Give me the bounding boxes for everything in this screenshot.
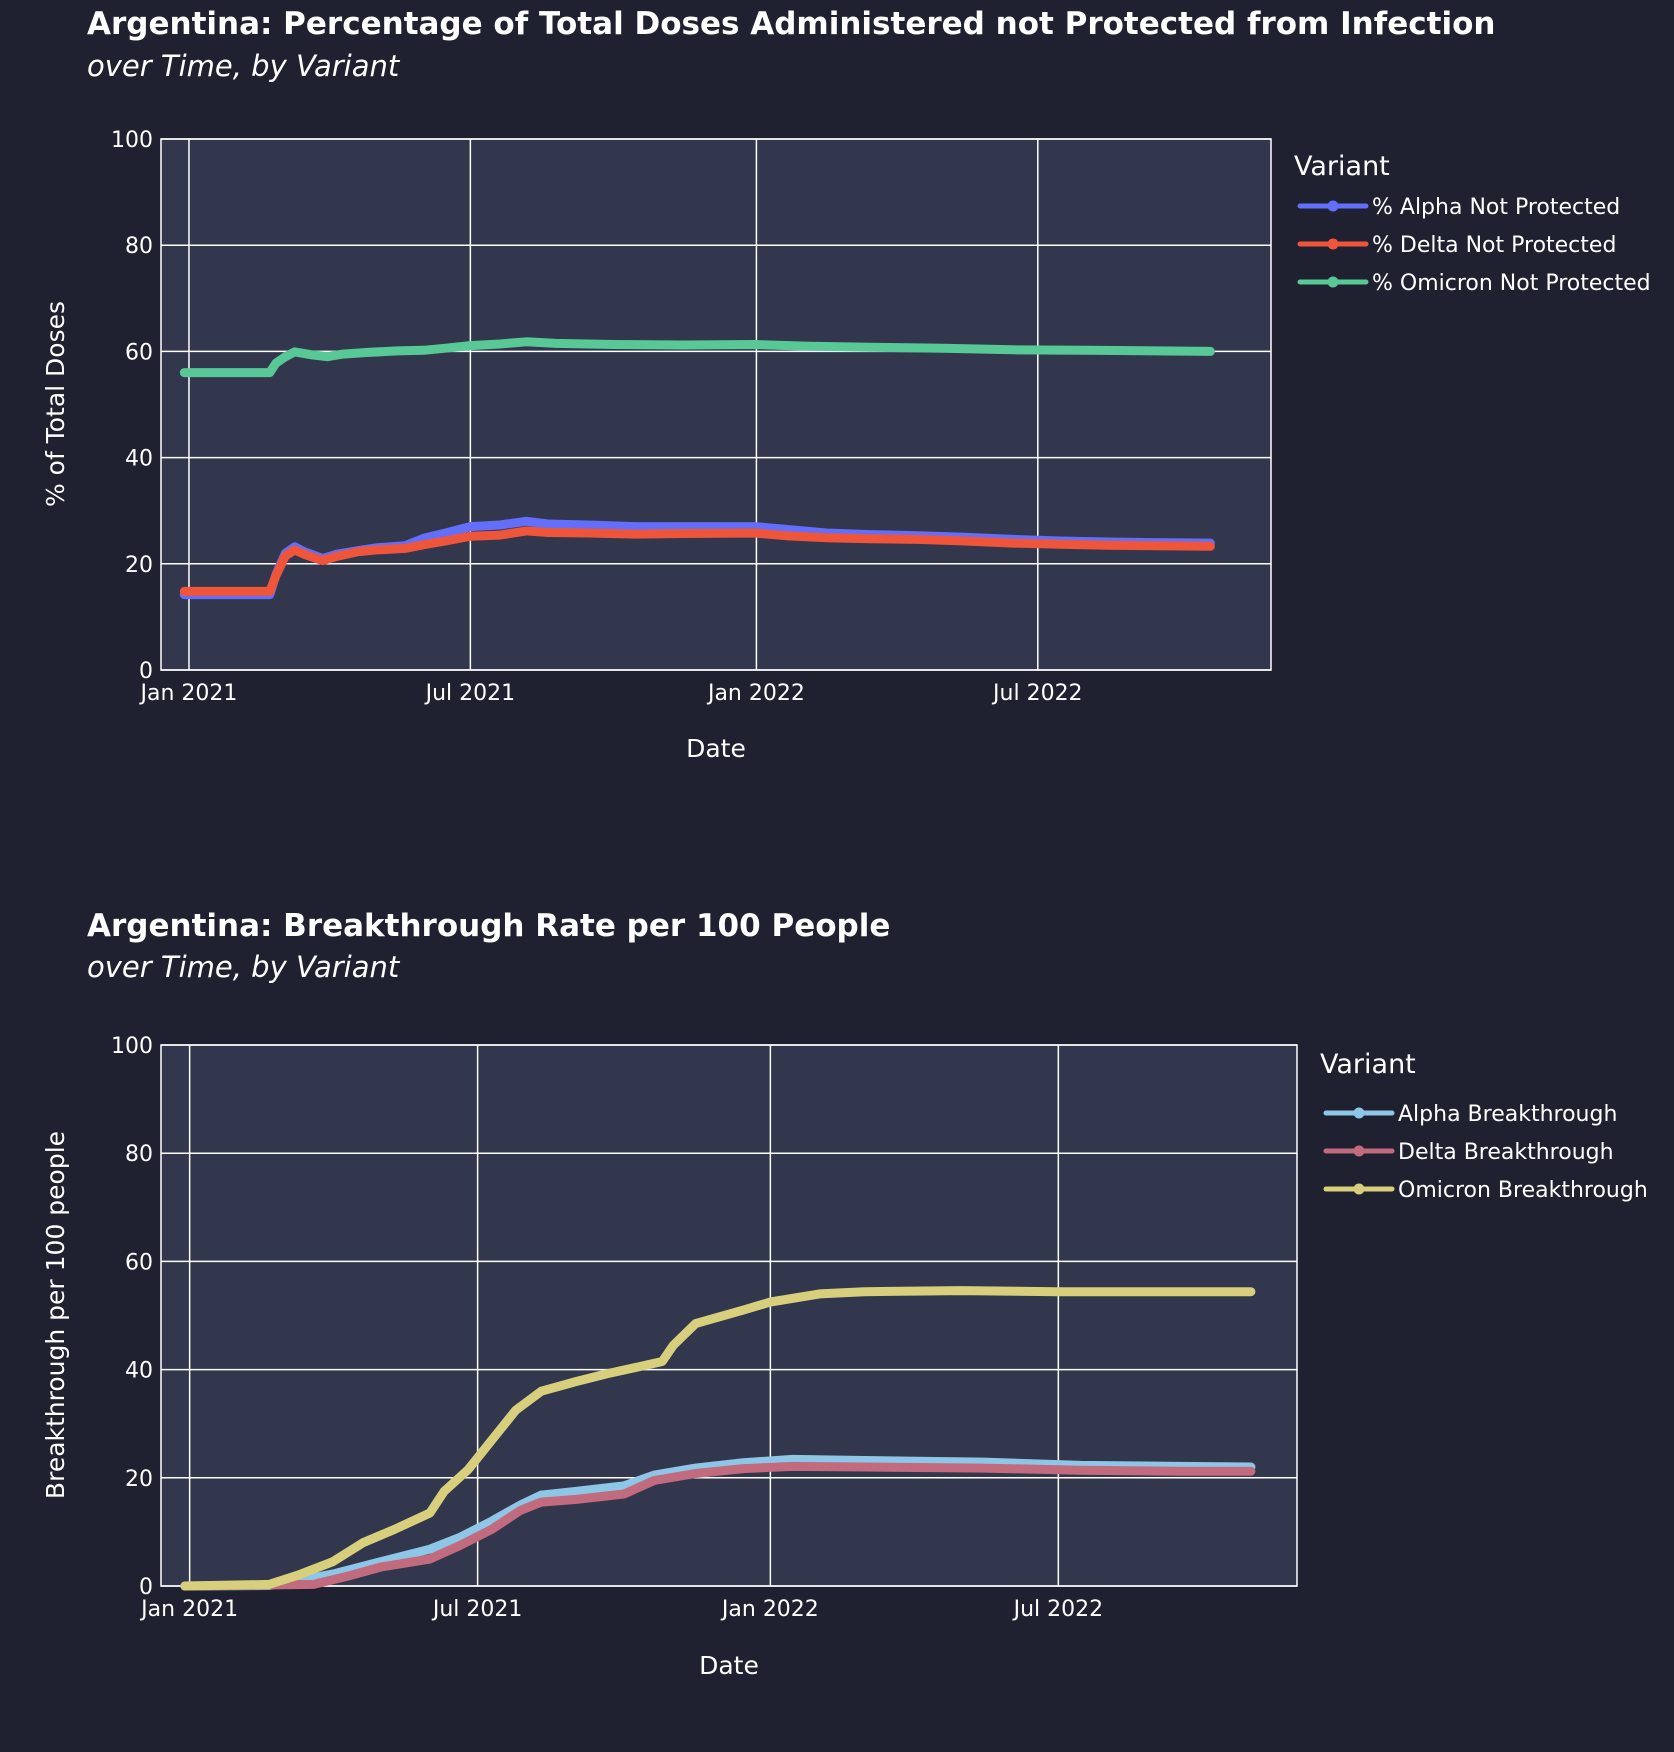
tick-labels: 0 20 40 60 80 100 Jan 2021 Jul 2021 Jan 2022 Jul … [111,1034,1103,1622]
y-axis-title: Breakthrough per 100 people [41,1131,70,1499]
chart-title: Argentina: Breakthrough Rate per 100 Peo… [87,908,890,944]
legend-label: % Alpha Not Protected [1372,195,1620,220]
chart-breakthrough-svg: Argentina: Breakthrough Rate per 100 Peo… [41,908,1648,1680]
series-lines [179,337,1215,600]
x-tick-label: Jul 2022 [991,681,1083,706]
legend-swatch-marker [1327,276,1339,288]
legend-label: % Omicron Not Protected [1372,271,1651,296]
series-line-2 [180,1461,1256,1591]
chart-doses-not-protected: Argentina: Percentage of Total Doses Adm… [0,0,1674,847]
legend-title: Variant [1320,1049,1416,1080]
plot-border [160,138,1272,671]
series-line-3 [180,1286,1256,1591]
chart-subtitle: over Time, by Variant [87,49,401,83]
y-tick-label: 100 [111,128,153,153]
chart-title: Argentina: Percentage of Total Doses Adm… [87,6,1495,42]
legend-label: % Delta Not Protected [1372,233,1616,258]
legend-label: Delta Breakthrough [1398,1140,1614,1165]
y-tick-label: 40 [125,1359,153,1384]
x-tick-label: Jan 2021 [139,681,238,706]
grid-lines [160,1044,1298,1587]
x-tick-label: Jul 2022 [1012,1597,1104,1622]
chart-breakthrough-rate: Argentina: Breakthrough Rate per 100 Peo… [0,905,1674,1752]
legend-label: Omicron Breakthrough [1398,1178,1648,1203]
legend-swatch-marker [1327,238,1339,250]
series-line-2 [179,526,1215,596]
series-lines [180,1286,1256,1591]
x-axis-title: Date [699,1651,759,1680]
x-tick-label: Jul 2021 [431,1597,523,1622]
x-tick-label: Jan 2022 [706,681,805,706]
y-axis-title: % of Total Doses [41,301,70,507]
series-line-3 [179,337,1215,378]
y-tick-label: 60 [125,340,153,365]
chart-subtitle: over Time, by Variant [87,950,401,984]
series-line-1 [180,1454,1256,1591]
legend: % Alpha Not Protected % Delta Not Protect… [1297,195,1651,296]
legend-swatch-marker [1353,1183,1365,1195]
y-tick-label: 0 [139,659,153,684]
legend-title: Variant [1294,151,1390,182]
x-tick-label: Jul 2021 [424,681,516,706]
legend-label: Alpha Breakthrough [1398,1102,1617,1127]
legend-swatch-marker [1353,1145,1365,1157]
legend-swatch-marker [1353,1107,1365,1119]
legend: Alpha Breakthrough Delta Breakthrough Omic… [1323,1102,1648,1203]
legend-swatch-marker [1327,200,1339,212]
chart-doses-svg: Argentina: Percentage of Total Doses Adm… [41,6,1651,763]
y-tick-label: 80 [125,234,153,259]
x-tick-label: Jan 2022 [720,1597,819,1622]
y-tick-label: 100 [111,1034,153,1059]
y-tick-label: 40 [125,447,153,472]
x-axis-title: Date [686,734,746,763]
y-tick-label: 20 [125,553,153,578]
plot-border [160,1044,1298,1587]
y-tick-label: 20 [125,1467,153,1492]
y-tick-label: 60 [125,1250,153,1275]
y-tick-label: 0 [139,1575,153,1600]
y-tick-label: 80 [125,1142,153,1167]
x-tick-label: Jan 2021 [139,1597,238,1622]
plot-area [161,139,1271,670]
tick-labels: 0 20 40 60 80 100 Jan 2021 Jul 2021 Jan 2022 Jul … [111,128,1083,706]
